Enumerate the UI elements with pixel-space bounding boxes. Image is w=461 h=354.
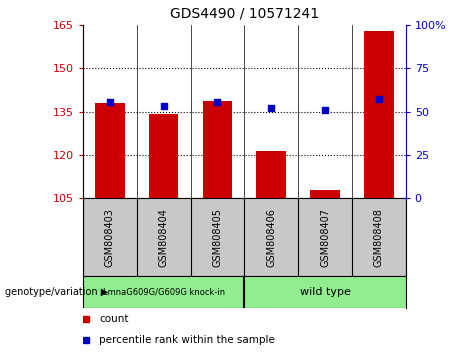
Text: GSM808407: GSM808407	[320, 208, 330, 267]
Bar	[244, 276, 406, 308]
Point	[321, 107, 329, 113]
Title: GDS4490 / 10571241: GDS4490 / 10571241	[170, 7, 319, 21]
Text: GSM808405: GSM808405	[213, 208, 223, 267]
Text: count: count	[99, 314, 129, 324]
Point	[375, 97, 383, 102]
Text: wild type: wild type	[300, 287, 350, 297]
Text: GSM808408: GSM808408	[374, 208, 384, 267]
Point	[214, 99, 221, 105]
Text: genotype/variation ▶: genotype/variation ▶	[5, 287, 108, 297]
Bar	[364, 30, 394, 198]
Point	[267, 105, 275, 111]
Bar	[203, 101, 232, 198]
Bar	[310, 190, 340, 198]
Point	[106, 99, 113, 105]
Bar	[256, 150, 286, 198]
Point	[160, 103, 167, 109]
Text: GSM808403: GSM808403	[105, 208, 115, 267]
Bar	[83, 276, 244, 308]
Text: GSM808406: GSM808406	[266, 208, 276, 267]
Text: GSM808404: GSM808404	[159, 208, 169, 267]
Text: LmnaG609G/G609G knock-in: LmnaG609G/G609G knock-in	[103, 287, 225, 297]
Bar	[149, 114, 178, 198]
Text: percentile rank within the sample: percentile rank within the sample	[99, 335, 275, 345]
Bar	[95, 103, 124, 198]
